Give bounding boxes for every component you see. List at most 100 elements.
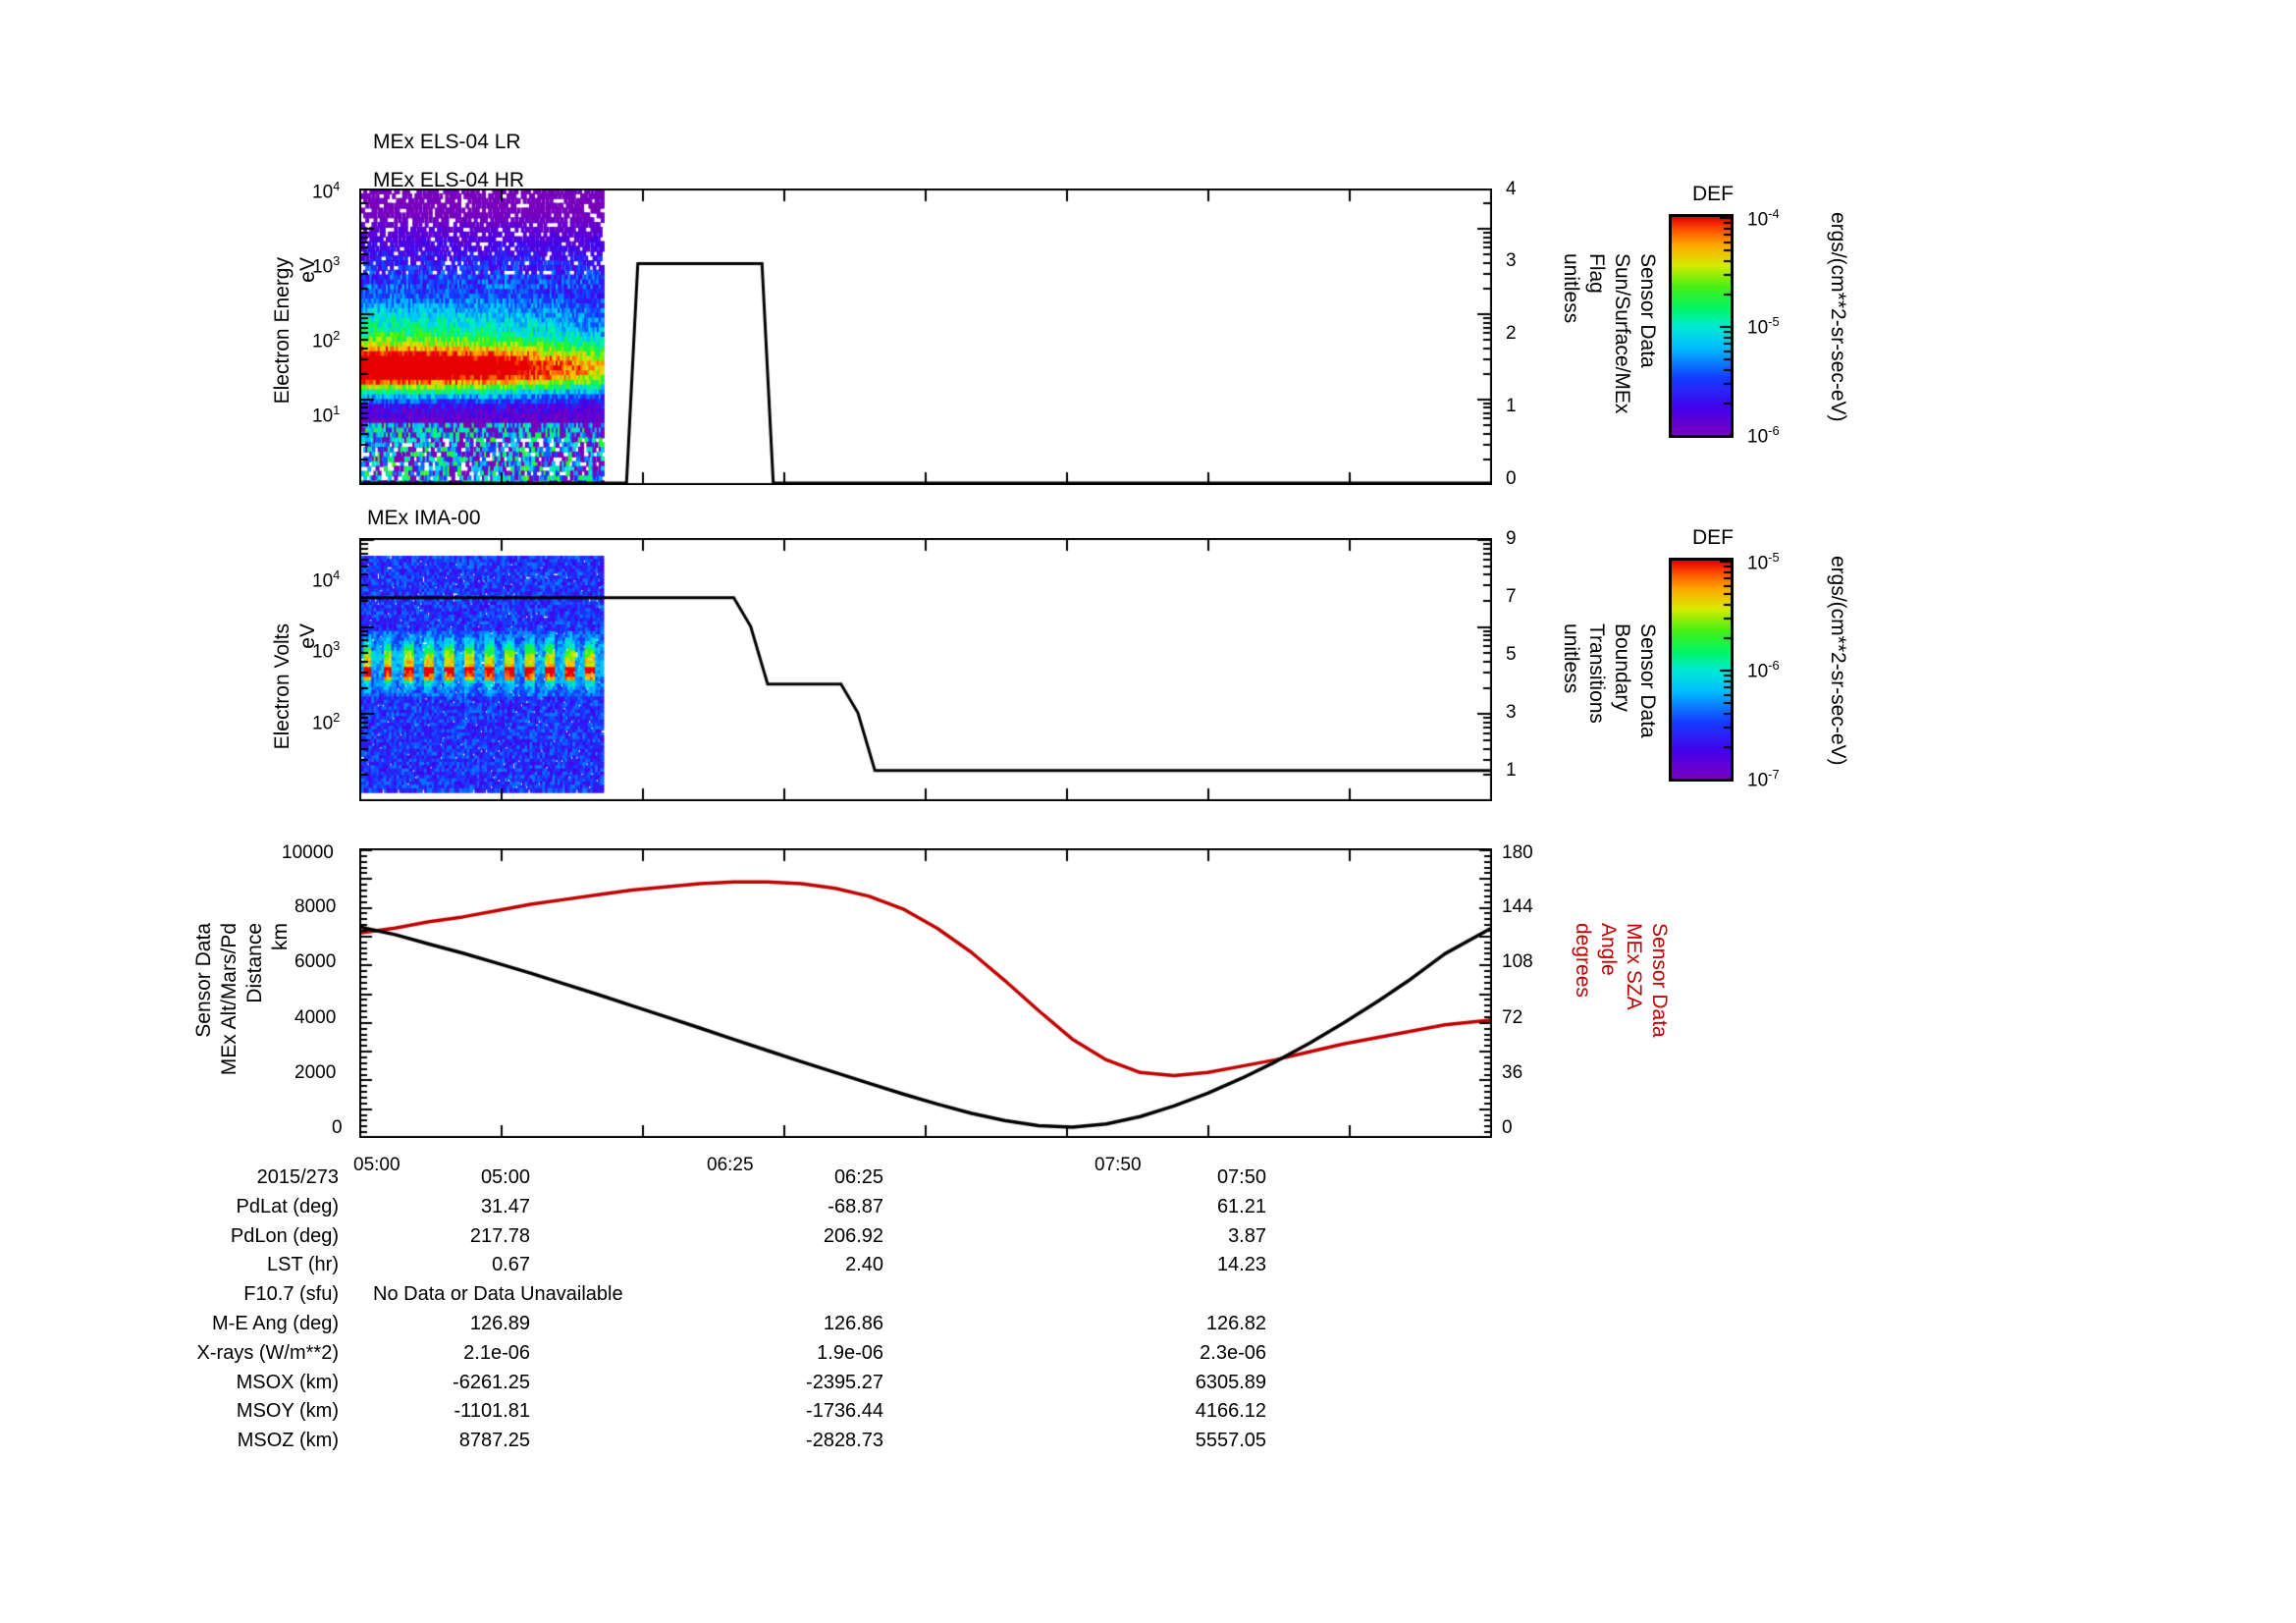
info-row-value: -2395.27	[806, 1371, 883, 1393]
panel-1-y2tick-3: 3	[1506, 250, 1517, 271]
panel-1-ytick-10e4: 104	[312, 179, 341, 203]
info-row-value: -1101.81	[454, 1400, 530, 1423]
info-row-value: 2.1e-06	[463, 1341, 530, 1364]
info-row-value: 61.21	[1216, 1195, 1266, 1217]
panel-2-y2tick-9: 9	[1506, 528, 1517, 549]
info-row-label: PdLon (deg)	[230, 1224, 339, 1247]
panel-2-ytick-10e4: 104	[312, 568, 341, 592]
info-row-value: 2.3e-06	[1200, 1341, 1266, 1364]
info-row-value: 31.47	[480, 1195, 530, 1217]
info-row-label: LST (hr)	[267, 1254, 339, 1276]
panel-2-left-axis-label-line-0: Electron Volts	[271, 623, 294, 750]
xaxis-tick-0: 05:00	[353, 1155, 400, 1175]
panel-3-ytick-10000: 10000	[282, 842, 334, 863]
panel-3-right-axis-label-line-0: Sensor Data	[1648, 923, 1671, 1038]
info-row-value: 5557.05	[1195, 1430, 1266, 1452]
colorbar-2-max-label: 10-5	[1747, 550, 1780, 574]
panel-2-right-axis-label-line-3: unitless	[1560, 623, 1582, 694]
info-row-value: 1.9e-06	[817, 1341, 883, 1364]
panel-2-ytick-10e3: 103	[312, 638, 341, 663]
panel-3-right-axis-label-line-1: MEx SZA	[1623, 923, 1645, 1010]
info-row-label: F10.7 (sfu)	[243, 1283, 339, 1306]
panel-1-right-axis-label-line-2: Flag	[1585, 253, 1608, 294]
colorbar-2-title: DEF	[1692, 526, 1734, 549]
info-row-label: MSOZ (km)	[237, 1430, 339, 1452]
panel-2-y2tick-7: 7	[1506, 586, 1517, 607]
panel-3-ytick-4000: 4000	[294, 1007, 337, 1028]
info-row-value: 126.89	[469, 1313, 530, 1334]
panel-1-y2tick-0: 0	[1506, 468, 1517, 489]
colorbar-2-mid-label: 10-6	[1747, 658, 1780, 682]
info-row-value: No Data or Data Unavailable	[373, 1283, 623, 1306]
panel-1-right-axis-label-line-0: Sensor Data	[1636, 253, 1659, 368]
panel-1-ytick-10e1: 101	[312, 403, 341, 427]
panel-1-y2tick-2: 2	[1506, 323, 1517, 344]
panel-3-y2tick-0: 0	[1502, 1117, 1513, 1138]
panel-2-ytick-10e2: 102	[312, 710, 341, 734]
info-row-value: 07:50	[1216, 1166, 1266, 1188]
info-row-value: -2828.73	[806, 1430, 883, 1452]
info-row-value: 8787.25	[458, 1430, 530, 1452]
panel-3-ytick-2000: 2000	[294, 1062, 337, 1083]
panel-1-title-lr: MEx ELS-04 LR	[373, 131, 521, 153]
colorbar-2-unit-label: ergs/(cm**2-sr-sec-eV)	[1827, 556, 1849, 766]
panel-3-ytick-0: 0	[332, 1117, 343, 1138]
colorbar-1-gradient	[1669, 214, 1734, 438]
panel-3-left-axis-label-line-2: Distance	[243, 923, 266, 1003]
xaxis-tick-2: 07:50	[1095, 1155, 1142, 1175]
panel-3-left-axis-label-line-1: MEx Alt/Mars/Pd	[218, 923, 240, 1076]
panel-3-right-axis-label-line-2: Angle	[1597, 923, 1620, 976]
colorbar-1-max-label: 10-4	[1747, 206, 1780, 231]
info-row-value: 206.92	[823, 1224, 883, 1247]
info-row-value: 4166.12	[1195, 1400, 1266, 1423]
info-row-value: 217.78	[469, 1224, 530, 1247]
panel-3-ytick-8000: 8000	[294, 896, 337, 917]
info-row-value: -6261.25	[453, 1371, 530, 1393]
info-row-value: 06:25	[833, 1166, 883, 1188]
panel-1-plot-area	[359, 189, 1492, 485]
info-row-label: MSOX (km)	[236, 1371, 339, 1393]
info-row-value: 0.67	[492, 1254, 530, 1276]
panel-1-ytick-10e2: 102	[312, 328, 341, 352]
panel-2-plot-area	[359, 538, 1492, 801]
panel-3-ytick-6000: 6000	[294, 951, 337, 972]
panel-1-title-hr: MEx ELS-04 HR	[373, 169, 525, 191]
panel-3-right-axis-label-line-3: degrees	[1572, 923, 1594, 998]
colorbar-1-unit-label: ergs/(cm**2-sr-sec-eV)	[1827, 212, 1849, 422]
info-row-label: 2015/273	[256, 1166, 339, 1188]
panel-1-right-axis-label-line-1: Sun/Surface/MEx	[1611, 253, 1633, 414]
panel-2-right-axis-label-line-0: Sensor Data	[1636, 623, 1659, 738]
colorbar-2-min-label: 10-7	[1747, 767, 1780, 791]
info-row-value: 126.86	[823, 1313, 883, 1334]
panel-2-right-axis-label-line-2: Transitions	[1585, 623, 1608, 724]
panel-3-y2tick-180: 180	[1502, 842, 1533, 863]
info-row-value: -68.87	[828, 1195, 883, 1217]
colorbar-1-mid-label: 10-5	[1747, 314, 1780, 339]
panel-3-plot-area	[359, 848, 1492, 1138]
panel-1-right-axis-label-line-3: unitless	[1560, 253, 1582, 324]
panel-1: MEx ELS-04 LR MEx ELS-04 HR Electron Ene…	[0, 0, 2296, 511]
info-row-value: 14.23	[1216, 1254, 1266, 1276]
panel-3-left-axis-label-line-0: Sensor Data	[192, 923, 215, 1038]
panel-3-y2tick-108: 108	[1502, 951, 1533, 972]
panel-3-left-axis-label-line-3: km	[269, 923, 292, 950]
panel-2-y2tick-5: 5	[1506, 644, 1517, 665]
panel-1-y2tick-1: 1	[1506, 396, 1517, 416]
panel-2: MEx IMA-00 Electron Volts eV 104 103 102…	[0, 0, 2296, 801]
panel-3-y2tick-36: 36	[1502, 1062, 1523, 1083]
info-row-value: 126.82	[1205, 1313, 1266, 1334]
colorbar-1-min-label: 10-6	[1747, 423, 1780, 448]
xaxis-tick-1: 06:25	[707, 1155, 754, 1175]
panel-2-y2tick-3: 3	[1506, 702, 1517, 723]
info-row-label: X-rays (W/m**2)	[196, 1341, 339, 1364]
panel-3-y2tick-144: 144	[1502, 896, 1533, 917]
info-row-value: 2.40	[845, 1254, 883, 1276]
panel-2-right-axis-label-line-1: Boundary	[1611, 623, 1633, 712]
info-row-value: -1736.44	[806, 1400, 883, 1423]
info-row-value: 05:00	[480, 1166, 530, 1188]
panel-3: Sensor Data MEx Alt/Mars/Pd Distance km …	[0, 0, 2296, 1138]
colorbar-2-gradient	[1669, 558, 1734, 782]
panel-1-y2tick-4: 4	[1506, 179, 1517, 199]
info-row-label: PdLat (deg)	[236, 1195, 339, 1217]
colorbar-1-title: DEF	[1692, 183, 1734, 205]
